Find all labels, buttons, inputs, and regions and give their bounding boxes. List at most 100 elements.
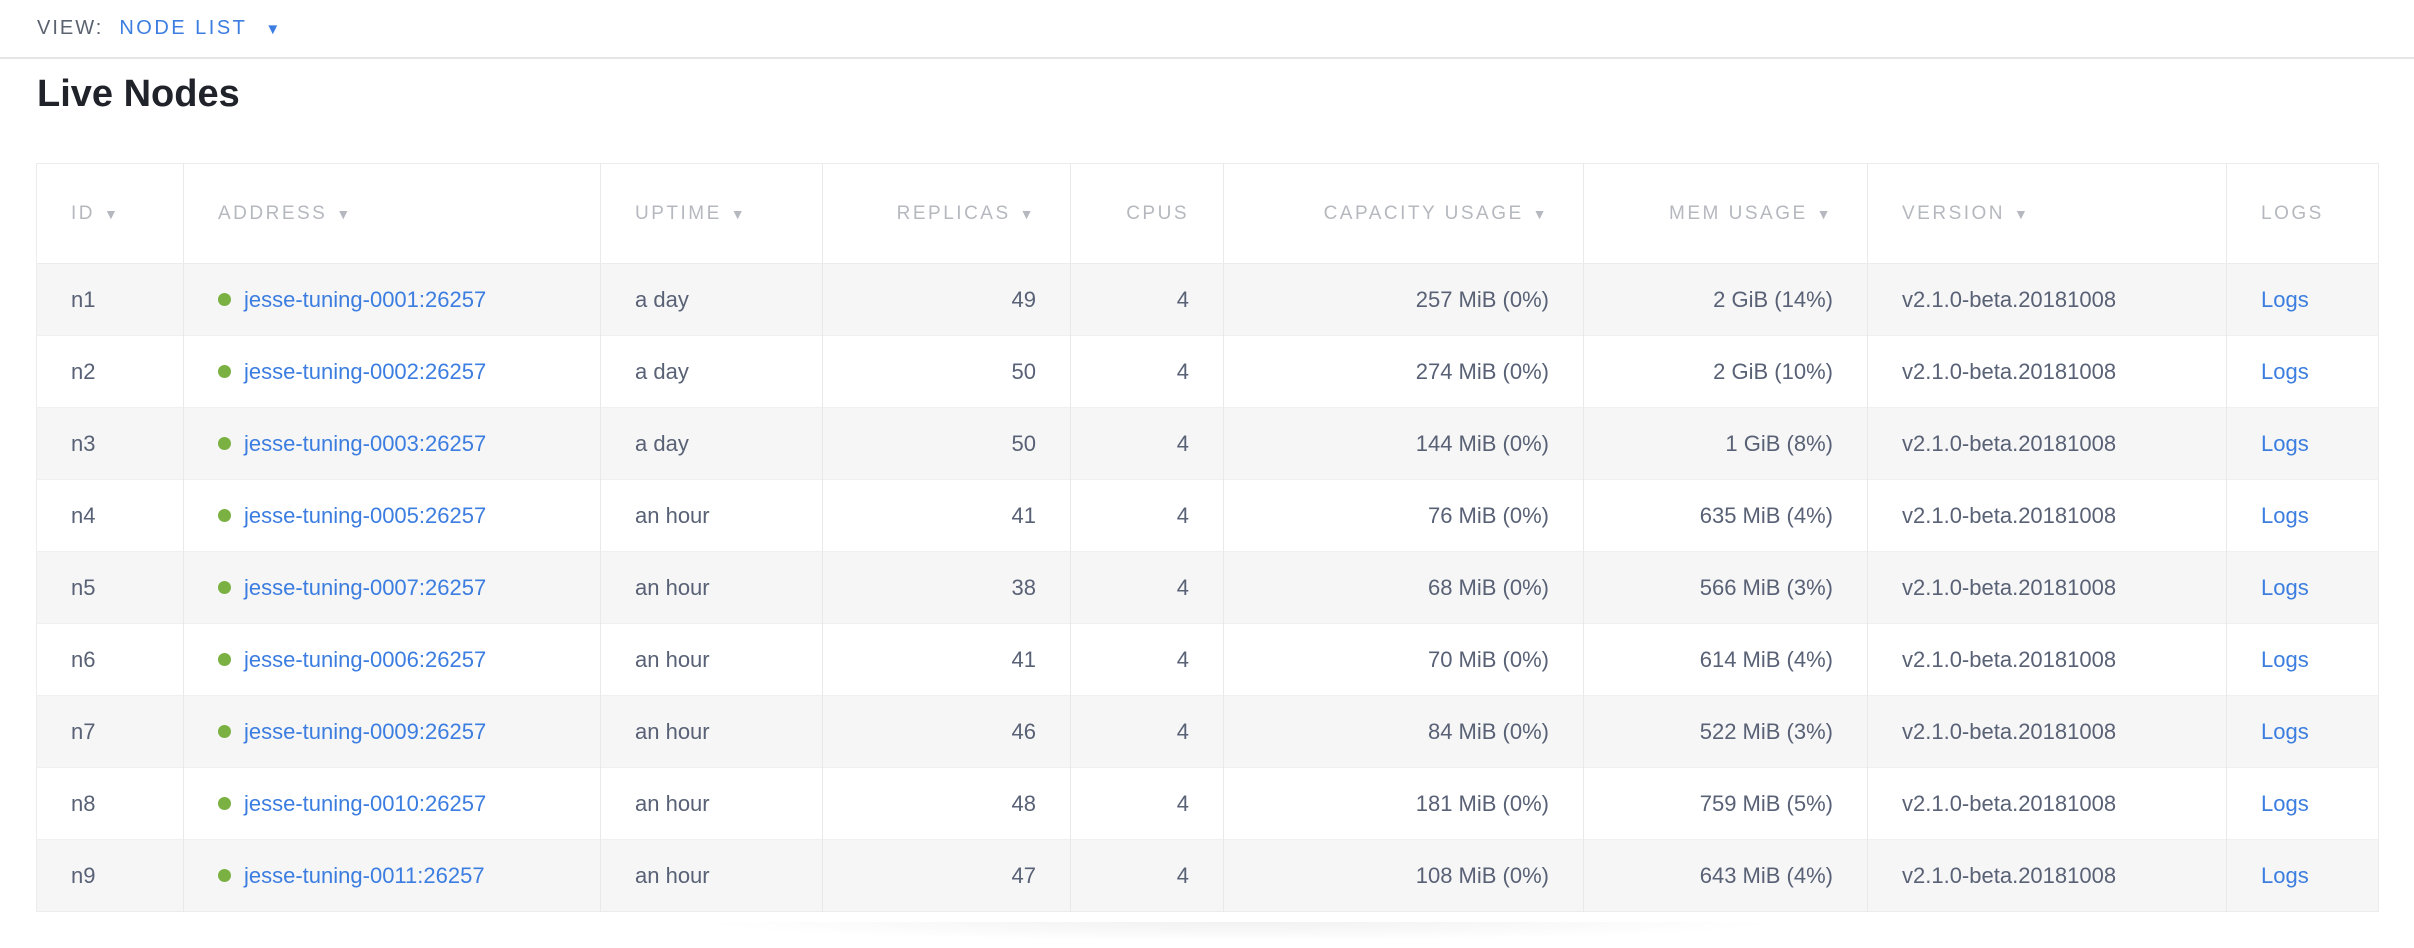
cell-cpus: 4 <box>1070 263 1224 336</box>
node-health-dot-icon <box>218 509 231 523</box>
cell-logs: Logs <box>2226 263 2379 336</box>
node-health-dot-icon <box>218 869 231 883</box>
cell-cpus: 4 <box>1070 551 1224 624</box>
logs-link[interactable]: Logs <box>2261 358 2309 384</box>
cell-version: v2.1.0-beta.20181008 <box>1867 263 2227 336</box>
node-health-dot-icon <box>218 293 231 307</box>
cell-replicas: 41 <box>822 479 1071 552</box>
chevron-down-icon: ▼ <box>265 21 281 38</box>
cell-capacity: 181 MiB (0%) <box>1223 767 1584 840</box>
cell-mem: 2 GiB (10%) <box>1583 335 1868 408</box>
column-label: MEM USAGE <box>1669 202 1808 224</box>
cell-capacity: 274 MiB (0%) <box>1223 335 1584 408</box>
page-title: Live Nodes <box>37 73 240 115</box>
cell-logs: Logs <box>2226 407 2379 480</box>
column-header-id[interactable]: ID ▼ <box>36 163 184 264</box>
logs-link[interactable]: Logs <box>2261 646 2309 672</box>
sort-arrow-icon: ▼ <box>1532 205 1549 222</box>
cell-logs: Logs <box>2226 695 2379 768</box>
nodes-table: ID ▼ ADDRESS ▼ UPTIME ▼ REPLICAS ▼ CPUS CAPACITY … <box>36 163 2379 912</box>
cell-address: jesse-tuning-0001:26257 <box>183 263 601 336</box>
cell-cpus: 4 <box>1070 479 1224 552</box>
column-label: CAPACITY USAGE <box>1323 202 1524 224</box>
cell-uptime: a day <box>600 407 823 480</box>
logs-link[interactable]: Logs <box>2261 790 2309 816</box>
cell-version: v2.1.0-beta.20181008 <box>1867 767 2227 840</box>
node-health-dot-icon <box>218 653 231 667</box>
cell-uptime: an hour <box>600 839 823 912</box>
sort-arrow-icon: ▼ <box>104 205 121 222</box>
cell-logs: Logs <box>2226 767 2379 840</box>
logs-link[interactable]: Logs <box>2261 286 2309 312</box>
node-health-dot-icon <box>218 797 231 811</box>
cell-logs: Logs <box>2226 479 2379 552</box>
column-header-cpus: CPUS <box>1070 163 1224 264</box>
cell-cpus: 4 <box>1070 695 1224 768</box>
node-address-link[interactable]: jesse-tuning-0006:26257 <box>244 646 487 672</box>
cell-logs: Logs <box>2226 623 2379 696</box>
cell-replicas: 49 <box>822 263 1071 336</box>
logs-link[interactable]: Logs <box>2261 430 2309 456</box>
cell-capacity: 68 MiB (0%) <box>1223 551 1584 624</box>
cell-logs: Logs <box>2226 551 2379 624</box>
node-address-link[interactable]: jesse-tuning-0009:26257 <box>244 718 487 744</box>
column-header-version[interactable]: VERSION ▼ <box>1867 163 2227 264</box>
cell-id: n3 <box>36 407 184 480</box>
column-header-uptime[interactable]: UPTIME ▼ <box>600 163 823 264</box>
cell-version: v2.1.0-beta.20181008 <box>1867 695 2227 768</box>
cell-version: v2.1.0-beta.20181008 <box>1867 335 2227 408</box>
cell-uptime: a day <box>600 335 823 408</box>
cell-uptime: an hour <box>600 551 823 624</box>
node-health-dot-icon <box>218 437 231 451</box>
cell-id: n6 <box>36 623 184 696</box>
cell-cpus: 4 <box>1070 335 1224 408</box>
node-address-link[interactable]: jesse-tuning-0005:26257 <box>244 502 487 528</box>
node-address-link[interactable]: jesse-tuning-0011:26257 <box>244 862 485 888</box>
sort-arrow-icon: ▼ <box>2014 205 2031 222</box>
logs-link[interactable]: Logs <box>2261 862 2309 888</box>
cell-mem: 759 MiB (5%) <box>1583 767 1868 840</box>
table-body: n1 jesse-tuning-0001:26257 a day 49 4 257 MiB… <box>36 263 2379 912</box>
header-row: ID ▼ ADDRESS ▼ UPTIME ▼ REPLICAS ▼ CPUS CAPACITY … <box>36 163 2379 264</box>
cell-capacity: 108 MiB (0%) <box>1223 839 1584 912</box>
logs-link[interactable]: Logs <box>2261 502 2309 528</box>
node-address-link[interactable]: jesse-tuning-0002:26257 <box>244 358 487 384</box>
column-header-mem[interactable]: MEM USAGE ▼ <box>1583 163 1868 264</box>
cell-id: n1 <box>36 263 184 336</box>
column-label: ADDRESS <box>218 202 328 224</box>
sort-arrow-icon: ▼ <box>1019 205 1036 222</box>
cell-uptime: an hour <box>600 479 823 552</box>
column-header-capacity[interactable]: CAPACITY USAGE ▼ <box>1223 163 1584 264</box>
cell-replicas: 46 <box>822 695 1071 768</box>
node-address-link[interactable]: jesse-tuning-0010:26257 <box>244 790 487 816</box>
cell-version: v2.1.0-beta.20181008 <box>1867 407 2227 480</box>
cell-capacity: 257 MiB (0%) <box>1223 263 1584 336</box>
column-header-address[interactable]: ADDRESS ▼ <box>183 163 601 264</box>
column-header-logs: LOGS <box>2226 163 2379 264</box>
cell-replicas: 50 <box>822 407 1071 480</box>
table-row: n5 jesse-tuning-0007:26257 an hour 38 4 68 Mi… <box>36 551 2379 624</box>
cell-replicas: 48 <box>822 767 1071 840</box>
logs-link[interactable]: Logs <box>2261 574 2309 600</box>
view-label: VIEW: <box>37 17 104 39</box>
cell-id: n7 <box>36 695 184 768</box>
node-address-link[interactable]: jesse-tuning-0003:26257 <box>244 430 487 456</box>
node-address-link[interactable]: jesse-tuning-0007:26257 <box>244 574 487 600</box>
cell-capacity: 70 MiB (0%) <box>1223 623 1584 696</box>
sort-arrow-icon: ▼ <box>336 205 353 222</box>
node-address-link[interactable]: jesse-tuning-0001:26257 <box>244 286 487 312</box>
view-selector-dropdown[interactable]: NODE LIST ▼ <box>119 17 280 40</box>
table-row: n9 jesse-tuning-0011:26257 an hour 47 4 108 M… <box>36 839 2379 912</box>
table-row: n6 jesse-tuning-0006:26257 an hour 41 4 70 Mi… <box>36 623 2379 696</box>
node-health-dot-icon <box>218 581 231 595</box>
column-header-replicas[interactable]: REPLICAS ▼ <box>822 163 1071 264</box>
column-label: LOGS <box>2261 202 2324 224</box>
cell-address: jesse-tuning-0005:26257 <box>183 479 601 552</box>
cell-id: n4 <box>36 479 184 552</box>
table-row: n3 jesse-tuning-0003:26257 a day 50 4 144 MiB… <box>36 407 2379 480</box>
logs-link[interactable]: Logs <box>2261 718 2309 744</box>
cell-replicas: 50 <box>822 335 1071 408</box>
cell-capacity: 84 MiB (0%) <box>1223 695 1584 768</box>
scroll-shadow <box>493 922 1987 948</box>
cell-logs: Logs <box>2226 335 2379 408</box>
